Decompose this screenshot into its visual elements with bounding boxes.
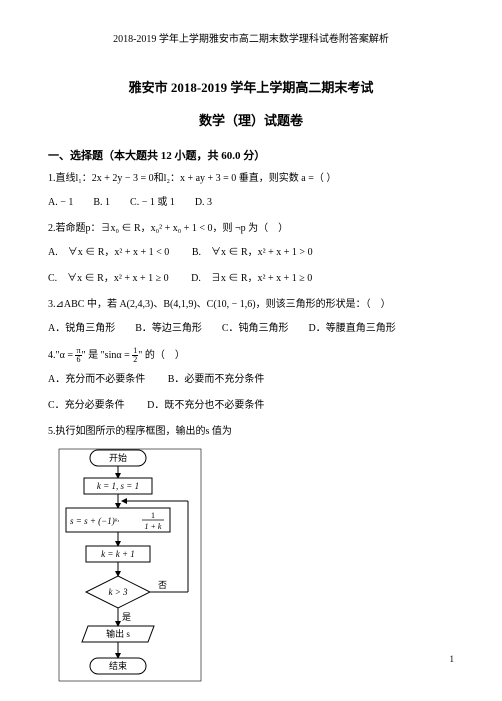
q4-optB: B．必要而不充分条件 (168, 374, 265, 385)
q5-text: 5.执行如图所示的程序框图，输出的s 值为 (48, 424, 454, 440)
q2-options-row2: C. ∀x ∈ R，x² + x + 1 ≥ 0 D. ∃x ∈ R，x² + … (48, 271, 454, 287)
page-header: 2018-2019 学年上学期雅安市高二期末数学理科试卷附答案解析 (48, 30, 454, 45)
fc-output: 输出 s (106, 628, 130, 639)
q4-optC: C．充分必要条件 (48, 400, 125, 411)
q2-optC: C. ∀x ∈ R，x² + x + 1 ≥ 0 (48, 273, 169, 284)
fc-no: 否 (158, 580, 167, 590)
fc-end: 结束 (109, 660, 127, 671)
q4-prefix: 4."α = (48, 350, 75, 361)
page-number: 1 (450, 654, 455, 664)
title-main: 雅安市 2018-2019 学年上学期高二期末考试 (48, 77, 454, 96)
q2-text: 2.若命题p：∃x₀ ∈ R，x₀² + x₀ + 1 < 0，则 ¬p 为（ … (48, 221, 454, 237)
q4-text: 4."α = π6" 是 "sinα = 12" 的（ ） (48, 347, 454, 364)
fc-start: 开始 (109, 452, 127, 463)
fc-calc-den: 1 + k (145, 522, 162, 531)
fc-cond: k > 3 (108, 587, 128, 597)
q4-optD: D．既不充分也不必要条件 (147, 400, 264, 411)
q4-optA: A．充分而不必要条件 (48, 374, 145, 385)
section-header: 一、选择题（本大题共 12 小题，共 60.0 分） (48, 147, 454, 163)
fc-calc-left: s = s + (−1)ᵏ· (70, 516, 120, 526)
fc-yes: 是 (122, 612, 131, 622)
q1-options: A. − 1 B. 1 C. − 1 或 1 D. 3 (48, 195, 454, 211)
fc-init: k = 1, s = 1 (97, 481, 139, 491)
q2-optD: D. ∃x ∈ R，x² + x + 1 ≥ 0 (191, 273, 312, 284)
fc-calc-num: 1 (151, 511, 155, 520)
q3-options: A．锐角三角形 B．等边三角形 C．钝角三角形 D．等腰直角三角形 (48, 321, 454, 337)
q1-text: 1.直线l₁：2x + 2y − 3 = 0和l₂：x + ay + 3 = 0… (48, 171, 454, 187)
fc-incr: k = k + 1 (101, 549, 135, 559)
q4-options-row2: C．充分必要条件 D．既不充分也不必要条件 (48, 398, 454, 414)
title-sub: 数学（理）试题卷 (48, 110, 454, 129)
q4-suffix: " 的（ ） (138, 350, 185, 361)
q4-mid: " 是 "sinα = (82, 350, 133, 361)
q2-optA: A. ∀x ∈ R，x² + x + 1 < 0 (48, 247, 169, 258)
q2-options-row1: A. ∀x ∈ R，x² + x + 1 < 0 B. ∀x ∈ R，x² + … (48, 245, 454, 261)
flowchart: 开始 k = 1, s = 1 s = s + (−1)ᵏ· 1 1 + k k… (58, 448, 454, 701)
q3-text: 3.⊿ABC 中，若 A(2,4,3)、B(4,1,9)、C(10, − 1,6… (48, 297, 454, 313)
q4-options-row1: A．充分而不必要条件 B．必要而不充分条件 (48, 372, 454, 388)
q2-optB: B. ∀x ∈ R，x² + x + 1 > 0 (192, 247, 313, 258)
